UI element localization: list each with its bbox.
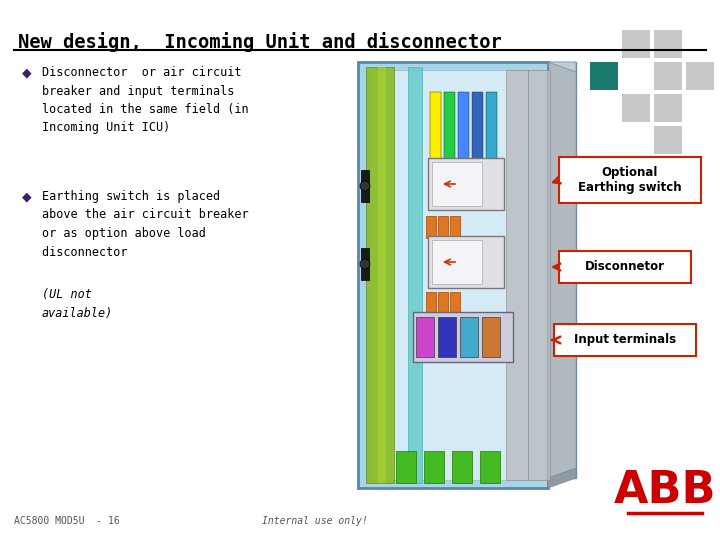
FancyBboxPatch shape	[559, 251, 691, 283]
Polygon shape	[548, 62, 576, 72]
Bar	[378, 67, 386, 483]
Bar	[654, 30, 682, 58]
Bar	[452, 451, 472, 483]
Bar	[438, 292, 448, 312]
Polygon shape	[548, 468, 576, 488]
Bar	[361, 170, 369, 202]
Bar	[590, 62, 618, 90]
Bar	[458, 92, 469, 182]
Bar	[528, 70, 550, 480]
Text: Internal use only!: Internal use only!	[262, 516, 368, 526]
Circle shape	[360, 259, 370, 269]
Text: Optional
Earthing switch: Optional Earthing switch	[578, 166, 682, 194]
Text: ABB: ABB	[613, 469, 716, 512]
FancyBboxPatch shape	[554, 324, 696, 356]
Text: AC5800 MOD5U  - 16: AC5800 MOD5U - 16	[14, 516, 120, 526]
Bar	[548, 62, 576, 478]
Bar	[450, 216, 460, 238]
Bar	[486, 92, 497, 182]
Bar	[370, 70, 546, 480]
Bar	[432, 162, 482, 206]
Bar	[472, 92, 483, 182]
Bar	[622, 94, 650, 122]
Text: ◆: ◆	[22, 190, 32, 203]
Bar	[654, 94, 682, 122]
Text: Disconnector  or air circuit
breaker and input terminals
located in the same fie: Disconnector or air circuit breaker and …	[42, 66, 248, 134]
Bar	[428, 158, 504, 210]
Text: ◆: ◆	[22, 66, 32, 79]
Text: New design,  Incoming Unit and disconnector: New design, Incoming Unit and disconnect…	[18, 32, 502, 52]
Bar	[438, 216, 448, 238]
Bar	[416, 317, 434, 357]
Circle shape	[360, 181, 370, 191]
Bar	[480, 451, 500, 483]
Text: Earthing switch is placed
above the air circuit breaker
or as option above load
: Earthing switch is placed above the air …	[42, 190, 248, 259]
Bar	[622, 30, 650, 58]
Text: (UL not
available): (UL not available)	[42, 288, 113, 320]
Bar	[426, 216, 436, 238]
Bar	[366, 67, 394, 483]
Bar	[432, 240, 482, 284]
Bar	[428, 236, 504, 288]
Bar	[396, 451, 416, 483]
Bar	[361, 248, 369, 280]
Bar	[686, 62, 714, 90]
Bar	[506, 70, 528, 480]
Bar	[450, 292, 460, 312]
FancyBboxPatch shape	[559, 157, 701, 203]
Bar	[438, 317, 456, 357]
Bar	[426, 292, 436, 312]
Bar	[408, 67, 422, 483]
Bar	[444, 92, 455, 182]
Bar	[424, 451, 444, 483]
Bar	[430, 92, 441, 182]
Bar	[460, 317, 478, 357]
Bar	[413, 312, 513, 362]
Bar	[654, 126, 682, 154]
Bar	[358, 62, 548, 488]
Text: Input terminals: Input terminals	[574, 334, 676, 347]
Bar	[654, 62, 682, 90]
Bar	[482, 317, 500, 357]
Text: Disconnetor: Disconnetor	[585, 260, 665, 273]
